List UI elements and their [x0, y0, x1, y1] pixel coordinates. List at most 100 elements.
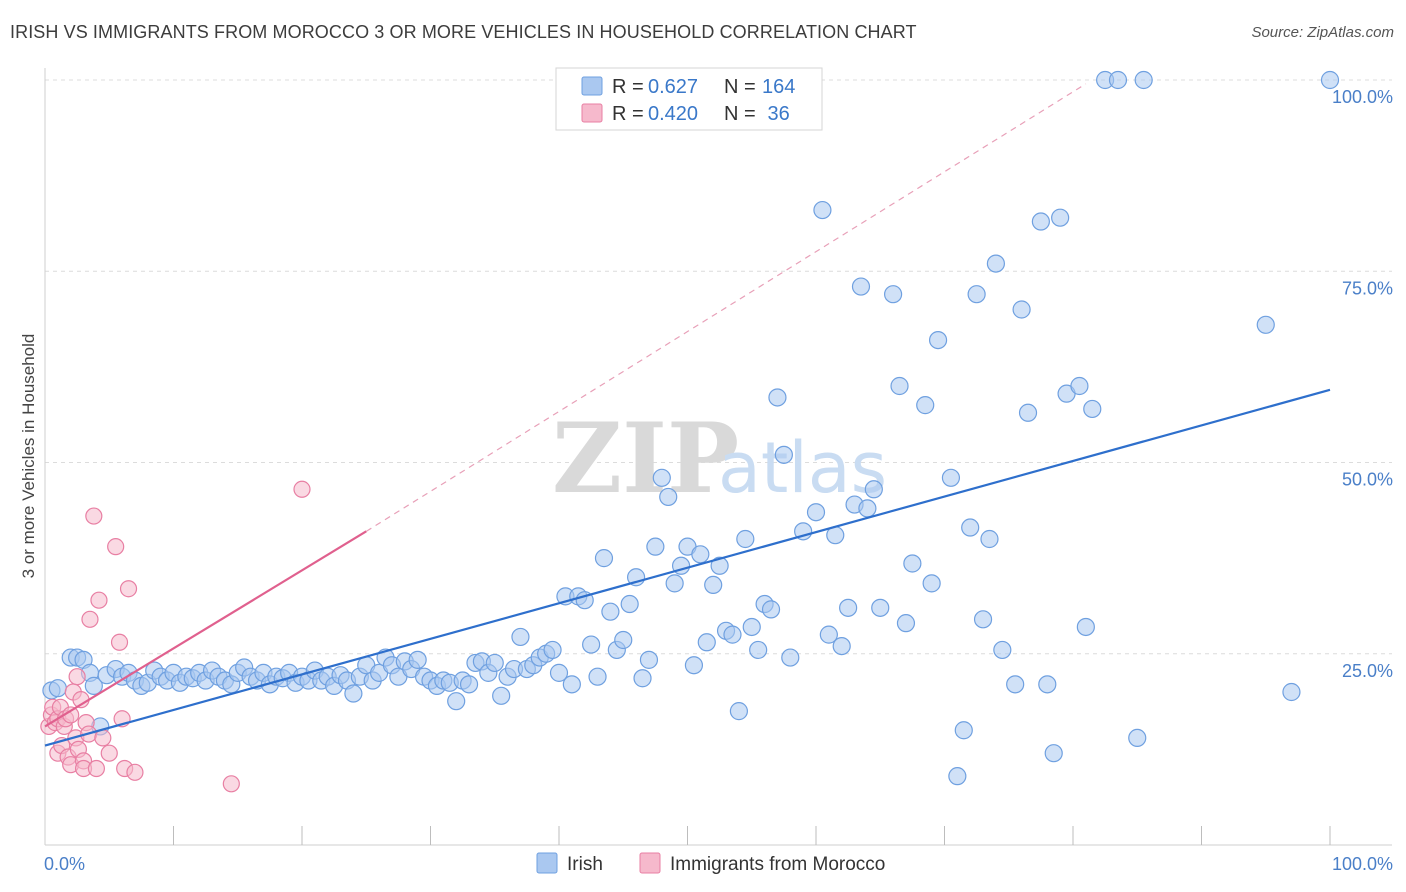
irish-point [646, 537, 665, 556]
x-tick-label: 0.0% [44, 854, 85, 874]
irish-point [704, 575, 723, 595]
irish-point [344, 684, 363, 703]
irish-point [928, 331, 948, 350]
legend: R = 0.627 N = 164 R = 0.420 N = 36 [555, 67, 823, 131]
irish-point [774, 445, 793, 464]
legend-n-label: N = [724, 76, 756, 98]
bottom-legend-morocco: Immigrants from Morocco [670, 854, 885, 875]
legend-r-value: 0.420 [648, 103, 698, 125]
chart-title: IRISH VS IMMIGRANTS FROM MOROCCO 3 OR MO… [10, 22, 917, 42]
irish-point [48, 679, 67, 698]
irish-point [954, 721, 973, 740]
irish-point [922, 574, 941, 593]
irish-point [665, 574, 684, 593]
irish-point [832, 636, 851, 656]
irish-point [1038, 675, 1057, 694]
irish-point [691, 545, 710, 564]
bottom-legend-swatch-irish [536, 852, 558, 874]
morocco-points [40, 480, 311, 793]
irish-point [941, 468, 961, 487]
watermark: ZIP atlas [552, 402, 887, 515]
irish-point [543, 640, 562, 660]
irish-point [890, 376, 909, 396]
irish-point [684, 656, 704, 675]
watermark-zip: ZIP [552, 402, 739, 515]
morocco-point [94, 729, 112, 747]
irish-point [768, 388, 787, 407]
legend-n-value: 164 [762, 76, 795, 98]
irish-point [492, 686, 511, 705]
irish-point [549, 663, 569, 682]
irish-point [916, 396, 935, 415]
morocco-point [68, 668, 86, 686]
irish-point [1320, 70, 1340, 90]
irish-point [633, 669, 652, 688]
legend-swatch-irish [581, 76, 603, 96]
irish-point [749, 640, 768, 660]
y-tick-labels: 25.0% 50.0% 75.0% 100.0% [1332, 87, 1393, 681]
irish-point [511, 627, 530, 647]
x-tick-label: 100.0% [1332, 854, 1393, 874]
axes [44, 68, 1392, 846]
irish-point [839, 598, 858, 617]
morocco-point [85, 507, 103, 525]
irish-point [562, 675, 581, 694]
irish-point [980, 529, 999, 549]
morocco-point [87, 759, 106, 778]
morocco-point [119, 580, 138, 598]
morocco-trend-line [44, 530, 367, 728]
irish-point [883, 285, 903, 304]
legend-r-value: 0.627 [648, 76, 698, 98]
irish-point [871, 598, 890, 617]
y-axis-label: 3 or more Vehicles in Household [19, 334, 38, 579]
legend-swatch-morocco [581, 103, 603, 123]
morocco-point [126, 763, 144, 781]
irish-points [42, 70, 1340, 786]
morocco-point [81, 610, 99, 628]
y-tick-label: 25.0% [1342, 661, 1393, 681]
irish-point [986, 254, 1006, 273]
irish-point [761, 600, 781, 619]
irish-point [84, 676, 103, 695]
irish-point [723, 625, 742, 644]
legend-n-value: 36 [762, 103, 790, 125]
irish-point [459, 675, 479, 694]
irish-point [967, 285, 986, 304]
morocco-point [90, 591, 108, 609]
legend-r-label: R = [612, 103, 644, 125]
y-tick-label: 100.0% [1332, 87, 1393, 107]
legend-n-label: N = [724, 103, 756, 125]
irish-point [697, 633, 716, 652]
irish-point [993, 640, 1012, 660]
irish-point [1051, 208, 1070, 227]
irish-point [652, 468, 671, 487]
irish-point [819, 625, 838, 644]
irish-point [710, 556, 729, 575]
bottom-legend: Irish Immigrants from Morocco [536, 852, 885, 875]
irish-point [639, 650, 659, 669]
irish-point [896, 614, 916, 633]
irish-point [1083, 399, 1102, 419]
irish-point [781, 648, 800, 667]
morocco-point [107, 538, 125, 556]
source-label: Source: ZipAtlas.com [1251, 24, 1394, 41]
irish-point [813, 200, 832, 220]
irish-point [1282, 682, 1301, 702]
x-tick-labels: 0.0% 100.0% [44, 854, 1393, 874]
irish-trend-line [44, 388, 1331, 747]
morocco-trend-extension [365, 83, 1087, 532]
irish-point [408, 650, 427, 669]
irish-point [1076, 617, 1095, 637]
irish-point [447, 692, 466, 711]
irish-point [1006, 675, 1025, 694]
grid-lines [45, 79, 1392, 655]
trend-lines [44, 83, 1331, 747]
irish-point [1012, 300, 1031, 319]
irish-point [1044, 744, 1063, 763]
morocco-point [100, 744, 118, 762]
irish-point [948, 767, 967, 786]
watermark-atlas: atlas [718, 427, 887, 509]
irish-point [1134, 70, 1153, 90]
irish-point [601, 602, 620, 621]
